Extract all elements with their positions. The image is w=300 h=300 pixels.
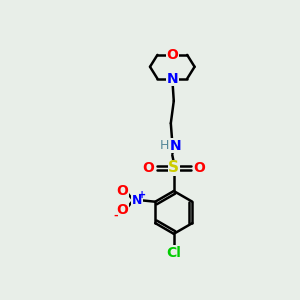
Text: O: O — [194, 161, 206, 175]
Text: N: N — [167, 72, 178, 86]
Text: S: S — [168, 160, 179, 175]
Text: O: O — [142, 161, 154, 175]
Text: N: N — [169, 139, 181, 152]
Text: O: O — [117, 184, 128, 198]
Text: H: H — [159, 139, 169, 152]
Text: +: + — [138, 190, 146, 200]
Text: N: N — [132, 194, 142, 207]
Text: O: O — [117, 203, 128, 217]
Text: Cl: Cl — [166, 246, 181, 260]
Text: O: O — [167, 48, 178, 62]
Text: -: - — [114, 211, 118, 221]
